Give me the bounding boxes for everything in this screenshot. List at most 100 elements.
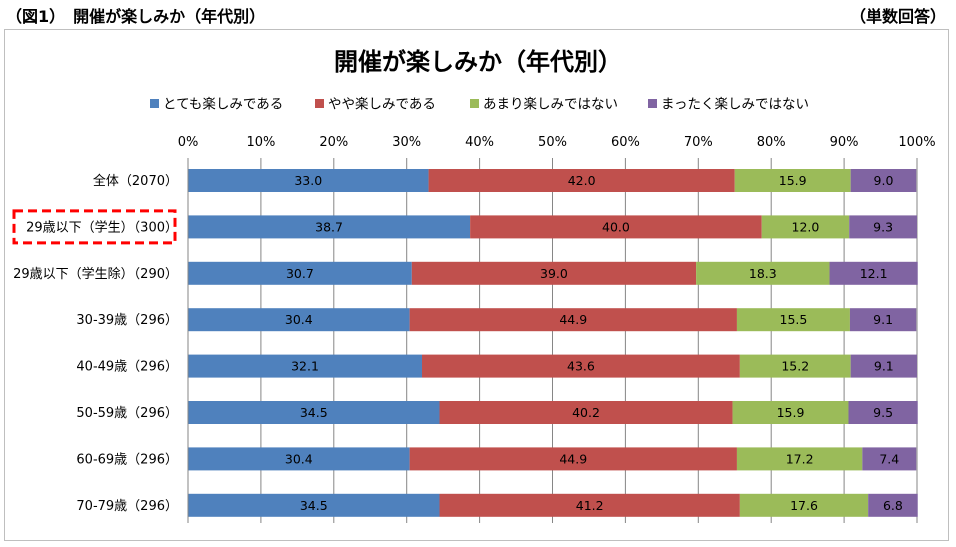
bar-segment [739,493,869,517]
category-label: 40-49歳（296） [76,360,178,375]
data-label: 15.2 [781,359,809,374]
category-label: 29歳以下（学生除）（290） [13,266,178,282]
bar-segment [188,308,410,332]
data-label: 17.2 [786,451,814,466]
data-label: 15.5 [780,312,808,327]
data-label: 34.5 [300,498,328,513]
data-label: 33.0 [294,173,322,188]
bar-segment [428,169,735,192]
x-tick-label: 30% [392,135,421,150]
bar-segment [696,261,830,285]
legend-swatch [648,99,657,108]
x-tick-label: 80% [757,135,786,150]
data-label: 9.1 [873,312,893,327]
legend-label: とても楽しみである [163,97,283,113]
data-label: 30.7 [286,266,314,281]
data-label: 30.4 [285,451,313,466]
legend-swatch [470,99,479,108]
bar-segment [850,354,917,378]
bar-segment [411,261,697,285]
bar-segment [188,447,410,471]
data-label: 9.1 [874,359,894,374]
bar-segment [470,215,762,239]
bar-segment [188,493,440,517]
x-tick-label: 90% [830,135,859,150]
bar-segment [829,261,918,285]
bar-segment [409,447,737,471]
data-label: 9.0 [874,173,894,188]
x-tick-label: 50% [538,135,567,150]
bar-segment [732,401,849,424]
category-label: 全体（2070） [93,173,178,189]
data-label: 18.3 [749,266,777,281]
x-tick-label: 70% [684,135,713,150]
category-labels: 全体（2070） 29歳以下（学生）（300） 29歳以下（学生除）（290） 30-… [13,173,178,514]
bar-segment [188,401,440,424]
bar-segment [188,215,471,239]
bar-segment [422,354,740,378]
data-label: 30.4 [285,312,313,327]
x-tick-label: 10% [246,135,275,150]
data-label: 7.4 [879,451,899,466]
data-label: 44.9 [559,451,587,466]
bar-segment [188,354,423,378]
x-tick-label: 0% [178,135,199,150]
x-tick-label: 60% [611,135,640,150]
data-label: 39.0 [540,266,568,281]
bar-segment [862,447,917,471]
legend-label: あまり楽しみではない [483,97,618,113]
bars: 33.0 42.0 15.9 9.0 38.7 40.0 12.0 9.3 30.7 39.0 18… [188,169,918,517]
data-label: 12.1 [860,266,888,281]
data-label: 9.3 [873,219,893,234]
data-label: 43.6 [567,359,595,374]
highlight-box [12,209,177,245]
unit-label: （単数回答） [849,7,946,26]
x-axis-ticks: 0% 10% 20% 30% 40% 50% 60% 70% 80% 90% 100% [178,135,936,150]
legend-swatch [150,99,159,108]
data-label: 6.8 [883,498,903,513]
bar-segment [439,493,740,517]
chart-title: 開催が楽しみか（年代別） [334,48,622,76]
bar-segment [761,215,850,239]
data-label: 17.6 [790,498,818,513]
x-tick-label: 20% [319,135,348,150]
x-tick-label: 100% [898,135,935,150]
legend-swatch [315,99,324,108]
x-tick-label: 40% [465,135,494,150]
bar-segment [849,215,917,239]
bar-segment [736,447,863,471]
data-label: 44.9 [559,312,587,327]
bar-segment [188,261,412,285]
data-label: 42.0 [568,173,596,188]
bar-segment [188,169,429,192]
data-label: 34.5 [300,405,328,420]
bar-segment [736,308,850,332]
figure-label: （図1） 開催が楽しみか（年代別） [6,7,266,26]
data-label: 40.2 [572,405,600,420]
bar-segment [439,401,733,424]
bar-segment [409,308,737,332]
bar-segment [868,493,918,517]
category-label: 29歳以下（学生）（300） [26,219,178,235]
bar-segment [850,169,917,192]
bar-segment [739,354,851,378]
data-label: 38.7 [315,219,343,234]
data-label: 15.9 [777,405,805,420]
category-label: 70-79歳（296） [76,499,178,514]
legend: とても楽しみである やや楽しみである あまり楽しみではない まったく楽しみではない [150,97,809,113]
category-label: 30-39歳（296） [76,313,178,328]
legend-label: まったく楽しみではない [661,97,809,113]
data-label: 32.1 [291,359,319,374]
data-label: 15.9 [779,173,807,188]
category-label: 50-59歳（296） [76,406,178,421]
data-label: 9.5 [873,405,893,420]
legend-label: やや楽しみである [328,97,436,113]
data-label: 12.0 [792,219,820,234]
bar-segment [849,308,917,332]
chart-frame [4,29,949,541]
category-label: 60-69歳（296） [76,452,178,467]
bar-segment [848,401,918,424]
bar-segment [734,169,851,192]
data-label: 40.0 [602,219,630,234]
